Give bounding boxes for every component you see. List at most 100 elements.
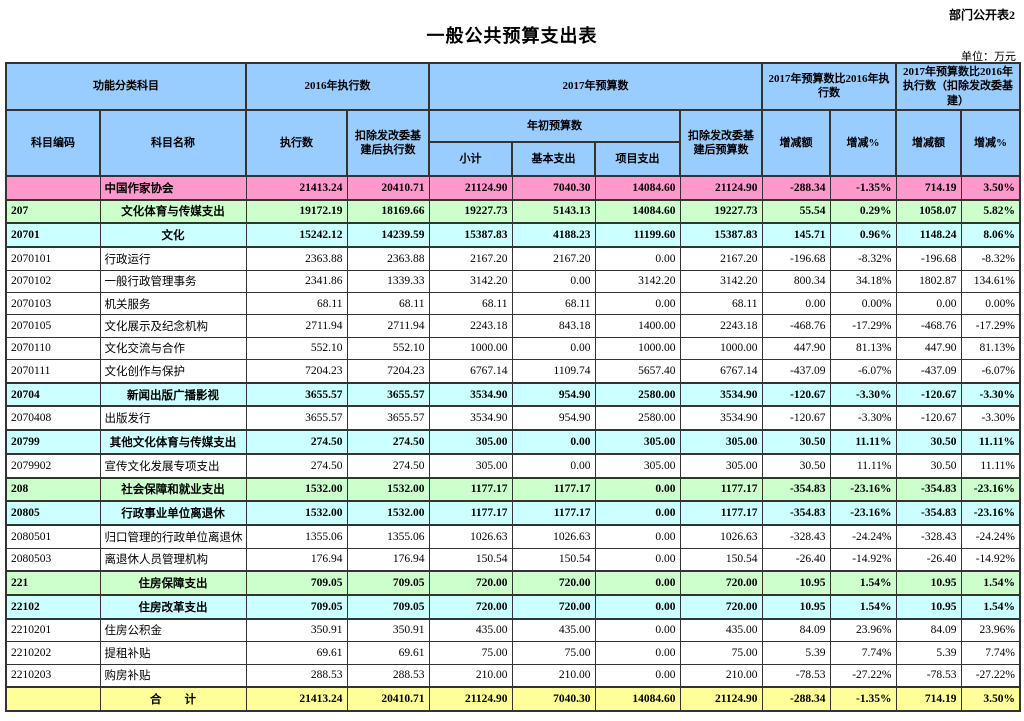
cell-value: -24.24% [829,524,897,549]
cell-code: 2080503 [5,547,101,572]
header-col-delta-adjusted: 增减额 [895,108,962,177]
cell-value: 150.54 [511,547,596,572]
header-group-compare: 2017年预算数比2016年执行数 [761,62,897,111]
cell-value: 2711.94 [245,314,348,338]
table-row: 2070105 文化展示及纪念机构 2711.94 2711.94 2243.18 843… [5,314,1021,338]
cell-value: 2167.20 [679,246,763,271]
cell-value: 1339.33 [346,269,430,294]
cell-value: 0.00 [511,336,596,361]
cell-value: 274.50 [245,429,348,455]
cell-value: 75.00 [428,641,513,665]
table-row: 2070103 机关服务 68.11 68.11 68.11 68.11 0.00 68.11… [5,291,1021,316]
table-row: 2210201 住房公积金 350.91 350.91 435.00 435.00 0.00… [5,618,1021,643]
cell-value: 11.11% [829,429,897,455]
cell-code: 20704 [5,381,101,408]
cell-code: 207 [5,198,101,225]
cell-value: 288.53 [346,663,430,688]
cell-code: 2210203 [5,663,101,688]
cell-value: 0.00% [829,291,897,316]
cell-value: 0.00 [511,269,596,294]
cell-value: 1532.00 [346,476,430,503]
cell-value: 210.00 [428,663,513,688]
cell-name: 文化创作与保护 [99,359,247,384]
cell-value: 84.09 [761,618,831,643]
cell-value: 5.39 [895,641,962,665]
cell-value: 81.13% [960,336,1021,361]
cell-value: 1532.00 [346,500,430,527]
cell-value: 21124.90 [428,174,513,201]
cell-name: 中国作家协会 [99,174,247,201]
cell-value: 7.74% [829,641,897,665]
cell-code: 2070110 [5,336,101,361]
cell-value: 305.00 [594,429,681,455]
cell-value: 274.50 [346,453,430,479]
cell-value: 210.00 [511,663,596,688]
cell-value: 2580.00 [594,405,681,431]
cell-value: 0.00 [594,246,681,271]
cell-value: 18169.66 [346,198,430,225]
cell-value: 720.00 [511,570,596,596]
cell-value: 0.00 [511,453,596,479]
cell-value: -14.92% [960,547,1021,572]
cell-value: 0.00 [761,291,831,316]
cell-value: 0.00 [594,291,681,316]
cell-value: -14.92% [829,547,897,572]
cell-value: 720.00 [428,593,513,620]
cell-value: 3655.57 [245,381,348,408]
cell-value: -354.83 [761,476,831,503]
cell-value: 1532.00 [245,500,348,527]
header-col-exec-adjusted: 扣除发改委基建后执行数 [346,108,430,177]
cell-value: 30.50 [761,429,831,455]
table-row: 22102 住房改革支出 709.05 709.05 720.00 720.00 0.00 7… [5,593,1021,620]
cell-value: 3.50% [960,686,1021,712]
cell-value: 2243.18 [428,314,513,338]
table-row: 2070101 行政运行 2363.88 2363.88 2167.20 2167.20 0… [5,246,1021,271]
cell-value: 150.54 [428,547,513,572]
cell-value: 7040.30 [511,174,596,201]
cell-value: 176.94 [245,547,348,572]
cell-value: 800.34 [761,269,831,294]
cell-value: 21124.90 [679,686,763,712]
cell-value: -328.43 [895,524,962,549]
cell-value: 1355.06 [346,524,430,549]
cell-code: 22102 [5,593,101,620]
cell-value: 0.00 [594,476,681,503]
cell-value: -196.68 [761,246,831,271]
cell-value: 30.50 [895,429,962,455]
cell-value: 720.00 [679,593,763,620]
cell-value: -17.29% [960,314,1021,338]
cell-value: -23.16% [829,500,897,527]
cell-value: 435.00 [511,618,596,643]
cell-value: 350.91 [245,618,348,643]
table-row: 2079902 宣传文化发展专项支出 274.50 274.50 305.00 0.00 3… [5,453,1021,479]
cell-value: -23.16% [829,476,897,503]
cell-value: -78.53 [761,663,831,688]
cell-value: -17.29% [829,314,897,338]
cell-value: -120.67 [895,381,962,408]
table-row: 20701 文化 15242.12 14239.59 15387.83 4188.23 11… [5,222,1021,249]
cell-name: 出版发行 [99,405,247,431]
cell-value: 11.11% [829,453,897,479]
cell-code: 2070408 [5,405,101,431]
cell-value: 15387.83 [428,222,513,249]
cell-value: 350.91 [346,618,430,643]
cell-value: 709.05 [346,593,430,620]
table-row: 2210202 提租补贴 69.61 69.61 75.00 75.00 0.00 75.00… [5,641,1021,665]
cell-value: 69.61 [245,641,348,665]
cell-value: -24.24% [960,524,1021,549]
cell-value: 68.11 [346,291,430,316]
cell-value: 23.96% [829,618,897,643]
cell-value: 714.19 [895,174,962,201]
cell-value: 2167.20 [428,246,513,271]
cell-value: 15387.83 [679,222,763,249]
cell-value: 68.11 [428,291,513,316]
cell-value: 210.00 [679,663,763,688]
cell-value: 720.00 [428,570,513,596]
header-col-project: 项目支出 [594,140,681,177]
cell-value: 552.10 [245,336,348,361]
cell-value: 0.96% [829,222,897,249]
cell-value: 1400.00 [594,314,681,338]
cell-code: 2210201 [5,618,101,643]
cell-value: 20410.71 [346,174,430,201]
table-row: 2080501 归口管理的行政单位离退休 1355.06 1355.06 1026.63… [5,524,1021,549]
